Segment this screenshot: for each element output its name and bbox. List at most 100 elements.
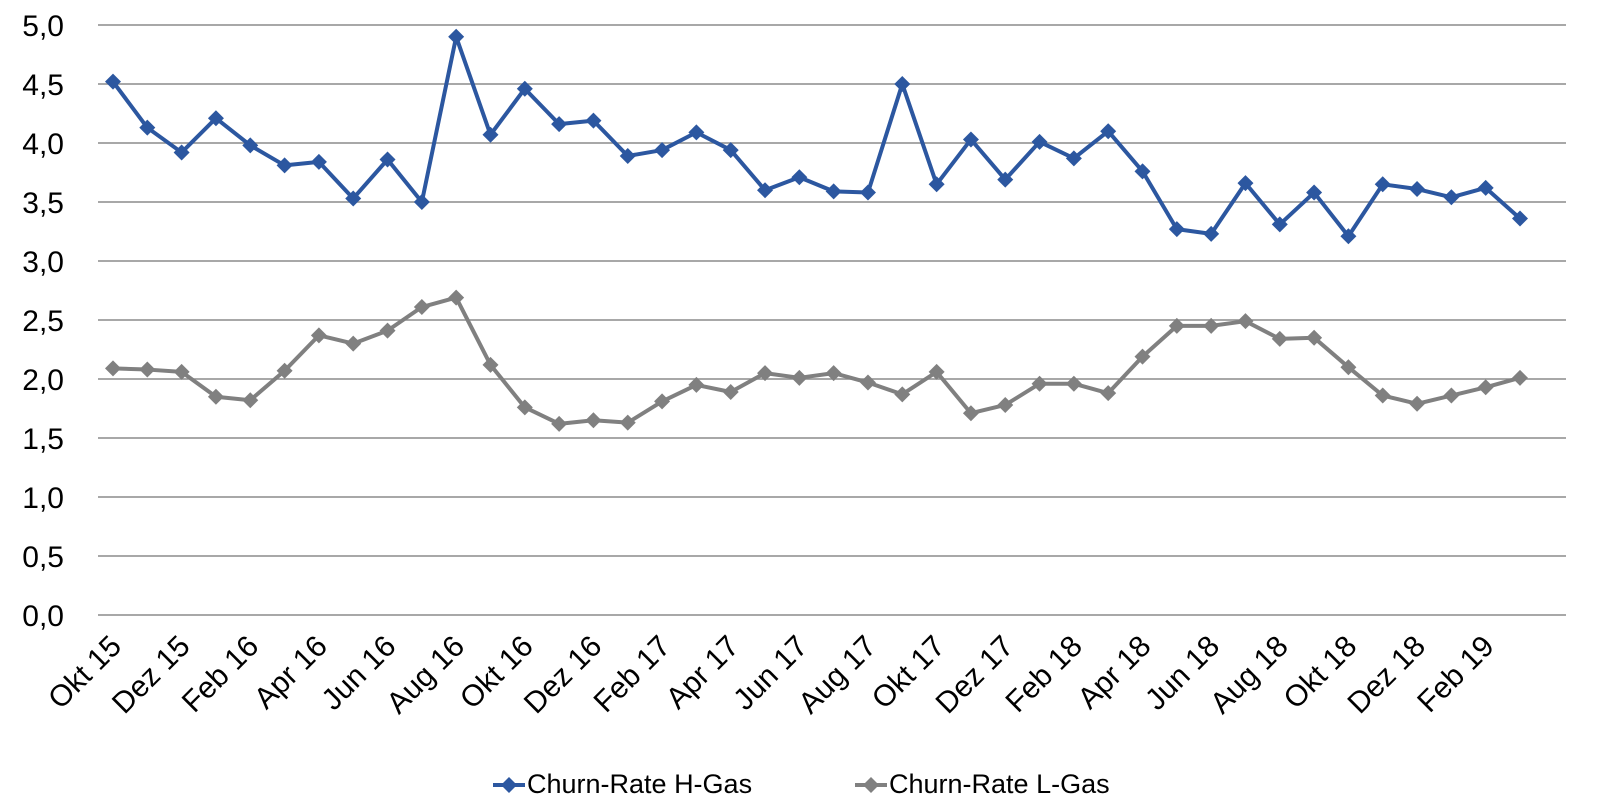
data-point — [1477, 379, 1494, 396]
y-tick-label: 4,0 — [22, 128, 64, 161]
data-point — [516, 80, 533, 97]
x-tick-label: Dez 17 — [930, 630, 1021, 721]
data-point — [276, 362, 293, 379]
data-point — [1100, 385, 1117, 402]
data-point — [413, 194, 430, 210]
y-tick-label: 4,5 — [22, 69, 64, 102]
x-tick-label: Dez 18 — [1341, 630, 1432, 721]
data-point — [207, 110, 224, 127]
data-point — [310, 153, 327, 170]
y-tick-label: 0,5 — [22, 541, 64, 574]
y-tick-label: 3,0 — [22, 246, 64, 279]
data-point — [276, 157, 293, 174]
series-line — [112, 295, 1521, 426]
data-point — [242, 137, 259, 154]
data-point — [894, 386, 911, 403]
data-point — [894, 76, 911, 92]
data-point — [928, 363, 945, 380]
data-point — [413, 299, 430, 316]
data-point — [1237, 313, 1254, 330]
data-point — [585, 112, 602, 129]
data-point — [1271, 216, 1288, 233]
y-tick-label: 2,5 — [22, 305, 64, 338]
series-1 — [105, 28, 1528, 245]
y-axis-ticks: 0,0 0,5 1,0 1,5 2,0 2,5 3,0 3,5 4,0 4,5 5,0 — [22, 10, 64, 633]
data-point — [139, 361, 156, 378]
y-tick-label: 0,0 — [22, 600, 64, 633]
data-point — [1271, 330, 1288, 347]
series-group — [105, 28, 1528, 432]
data-point — [1340, 228, 1357, 245]
data-point — [1168, 317, 1185, 334]
y-tick-label: 2,0 — [22, 364, 64, 397]
data-point — [1306, 184, 1323, 201]
data-point — [1512, 210, 1528, 227]
data-point — [105, 360, 121, 377]
data-point — [825, 183, 842, 200]
data-point — [1134, 348, 1151, 365]
data-point — [482, 356, 499, 373]
x-tick-label: Feb 16 — [176, 630, 265, 719]
legend: Churn-Rate H-Gas Churn-Rate L-Gas — [493, 769, 1110, 799]
data-point — [1409, 395, 1426, 412]
data-point — [1134, 163, 1151, 180]
data-point — [207, 388, 224, 405]
data-point — [722, 142, 739, 159]
data-point — [1306, 329, 1323, 346]
data-point — [345, 335, 362, 352]
y-tick-label: 3,5 — [22, 187, 64, 220]
legend-marker — [501, 777, 517, 793]
data-point — [516, 399, 533, 416]
x-tick-label: Dez 15 — [106, 630, 197, 721]
y-tick-label: 5,0 — [22, 10, 64, 43]
data-point — [173, 144, 190, 161]
data-point — [962, 131, 979, 148]
data-point — [139, 119, 156, 136]
legend-item: Churn-Rate H-Gas — [493, 769, 752, 799]
data-point — [825, 365, 842, 382]
legend-label: Churn-Rate H-Gas — [527, 769, 752, 799]
legend-label: Churn-Rate L-Gas — [889, 769, 1110, 799]
data-point — [654, 393, 671, 410]
data-point — [1374, 387, 1391, 404]
data-point — [551, 116, 568, 133]
data-point — [105, 73, 121, 90]
x-tick-label: Apr 16 — [248, 630, 334, 716]
data-point — [242, 392, 259, 409]
data-point — [1203, 317, 1220, 334]
data-point — [688, 124, 705, 141]
legend-marker — [863, 777, 879, 793]
data-point — [757, 365, 774, 382]
data-point — [1065, 150, 1082, 167]
x-tick-label: Apr 18 — [1072, 630, 1158, 716]
data-point — [1065, 375, 1082, 392]
data-point — [1100, 123, 1117, 140]
data-point — [1443, 387, 1460, 404]
data-point — [928, 176, 945, 193]
data-point — [1031, 375, 1048, 392]
data-point — [654, 142, 671, 159]
x-tick-label: Feb 17 — [588, 630, 677, 719]
data-point — [448, 289, 465, 306]
data-point — [482, 126, 499, 143]
data-point — [310, 327, 327, 344]
data-point — [585, 412, 602, 429]
legend-item: Churn-Rate L-Gas — [855, 769, 1110, 799]
data-point — [1374, 176, 1391, 193]
data-point — [997, 396, 1014, 413]
x-tick-label: Apr 17 — [660, 630, 746, 716]
data-point — [757, 182, 774, 199]
data-point — [1237, 175, 1254, 192]
x-tick-label: Aug 16 — [381, 630, 472, 721]
data-point — [688, 376, 705, 393]
data-point — [173, 363, 190, 380]
y-tick-label: 1,0 — [22, 482, 64, 515]
x-tick-label: Aug 18 — [1204, 630, 1295, 721]
data-point — [859, 374, 876, 391]
x-tick-label: Aug 17 — [792, 630, 883, 721]
data-point — [619, 147, 636, 164]
gridlines — [98, 24, 1566, 616]
x-tick-label: Feb 18 — [999, 630, 1088, 719]
